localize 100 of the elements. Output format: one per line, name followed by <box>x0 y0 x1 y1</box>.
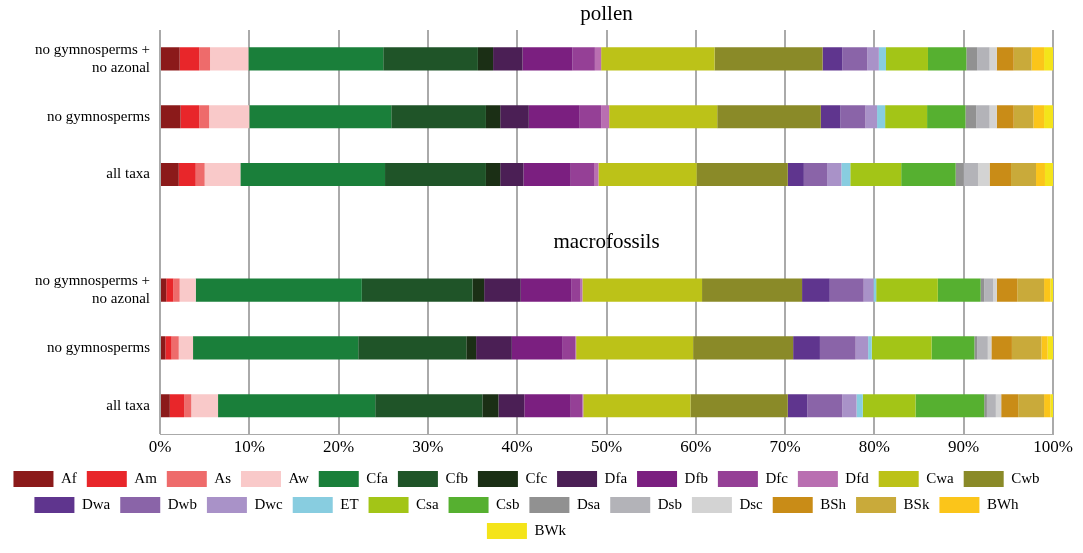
bar <box>842 394 857 418</box>
bar <box>485 105 501 129</box>
x-tick-label: 50% <box>590 437 623 457</box>
bar <box>1011 162 1037 187</box>
bar <box>696 162 788 187</box>
bar <box>878 47 887 71</box>
bar <box>161 336 166 360</box>
bar <box>240 162 386 187</box>
bar <box>594 47 602 71</box>
bar <box>996 105 1014 129</box>
bar <box>391 105 486 129</box>
bar <box>996 47 1014 71</box>
bar <box>989 162 1012 187</box>
bar <box>993 278 997 302</box>
bar <box>171 336 179 360</box>
bar <box>582 278 703 302</box>
legend-label: Csb <box>496 495 520 512</box>
bar <box>977 336 988 360</box>
bar <box>1013 47 1032 71</box>
y-tick-label: all taxa <box>106 396 151 413</box>
bar <box>1018 394 1045 418</box>
legend-label: Dfc <box>765 469 789 486</box>
bar <box>493 47 523 71</box>
bar <box>500 162 524 187</box>
x-tick-label: 80% <box>858 437 890 457</box>
bar <box>1044 162 1053 187</box>
y-tick-label: no gymnosperms <box>47 107 151 124</box>
bar <box>991 336 1012 360</box>
bar <box>248 47 384 71</box>
bar <box>204 162 241 187</box>
bar <box>714 47 823 71</box>
bar <box>842 47 868 71</box>
bar <box>702 278 803 302</box>
bar <box>989 47 997 71</box>
bar <box>901 162 956 187</box>
bar <box>1017 278 1045 302</box>
bar <box>375 394 483 418</box>
bar <box>1013 105 1034 129</box>
bar <box>598 162 697 187</box>
bar <box>829 278 864 302</box>
x-tick-label: 20% <box>323 437 355 457</box>
bar <box>1001 394 1019 418</box>
bar <box>476 336 512 360</box>
bar <box>974 336 978 360</box>
bar <box>690 394 788 418</box>
x-tick-label: 40% <box>501 437 533 457</box>
x-tick-label: 90% <box>948 437 980 457</box>
bar <box>1044 278 1051 302</box>
bar <box>576 336 694 360</box>
bar <box>927 105 966 129</box>
bar <box>876 278 938 302</box>
legend-label: Cfb <box>445 469 468 486</box>
bar <box>1044 394 1051 418</box>
bar <box>609 105 718 129</box>
bar <box>966 47 978 71</box>
bar <box>472 278 485 302</box>
legend-label: Am <box>134 469 158 486</box>
bar <box>819 336 856 360</box>
y-tick-label: no gymnosperms <box>47 338 151 355</box>
bar <box>195 162 205 187</box>
legend-label: Dfa <box>604 469 628 486</box>
bar <box>199 105 210 129</box>
annotation: macrofossils <box>553 228 660 253</box>
bar <box>996 278 1018 302</box>
bar <box>178 162 196 187</box>
bar <box>520 278 572 302</box>
bar <box>1047 336 1053 360</box>
legend-label: BWh <box>986 495 1020 512</box>
bar <box>955 162 964 187</box>
y-tick-label: all taxa <box>106 165 151 182</box>
bar <box>856 394 863 418</box>
bar <box>976 105 990 129</box>
bar <box>1044 105 1053 129</box>
bar <box>995 394 1002 418</box>
bar <box>570 394 583 418</box>
bar <box>868 336 872 360</box>
legend-label: Dsc <box>739 495 764 512</box>
bar <box>977 162 990 187</box>
legend-label: Dfb <box>684 469 708 486</box>
x-tick-label: 70% <box>769 437 801 457</box>
legend-label: Dwc <box>254 495 284 512</box>
bar <box>840 105 866 129</box>
bar <box>383 47 478 71</box>
bar <box>523 162 571 187</box>
bar <box>850 162 902 187</box>
bar <box>178 336 194 360</box>
legend-label: BSh <box>820 495 847 512</box>
bar <box>484 278 521 302</box>
bar <box>885 105 928 129</box>
bar <box>179 47 200 71</box>
bar <box>1033 105 1045 129</box>
legend-label: Af <box>60 469 77 486</box>
bar <box>161 105 181 129</box>
bar <box>862 394 916 418</box>
legend-label: Dwb <box>167 495 197 512</box>
bar <box>195 278 362 302</box>
bar <box>524 394 571 418</box>
bar <box>787 394 808 418</box>
bar <box>209 105 250 129</box>
bar <box>937 278 981 302</box>
